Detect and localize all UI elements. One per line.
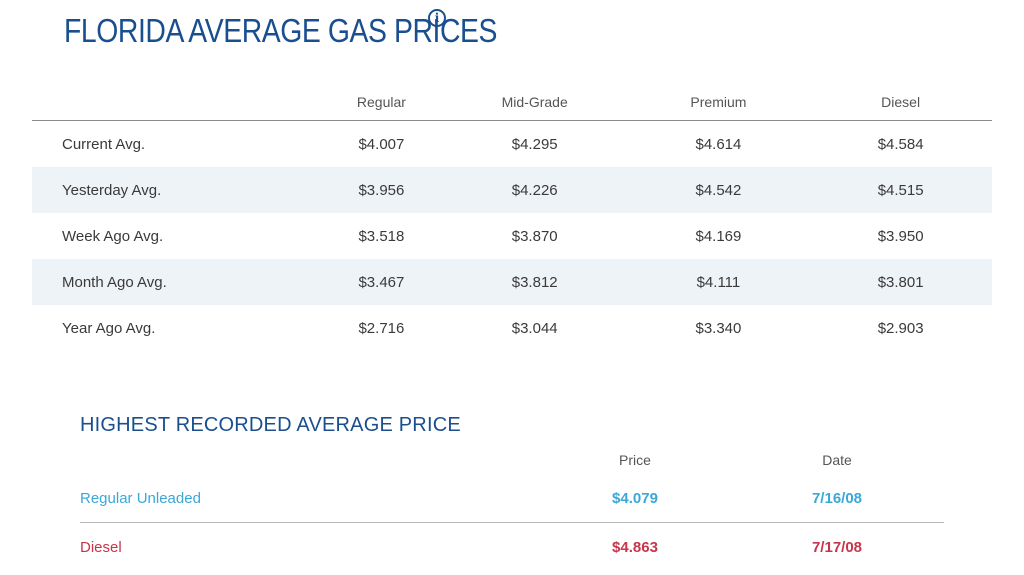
column-header-mid-grade: Mid-Grade — [441, 84, 628, 121]
record-price: $4.863 — [540, 522, 730, 571]
column-header-regular: Regular — [321, 84, 442, 121]
row-label: Current Avg. — [62, 135, 146, 153]
price-regular: $3.956 — [321, 167, 442, 213]
column-header-premium: Premium — [627, 84, 810, 121]
info-icon[interactable]: i — [428, 9, 446, 27]
highest-recorded-header-row: Price Date — [80, 446, 944, 474]
price-mid-grade: $3.812 — [441, 259, 628, 305]
price-diesel: $4.515 — [809, 167, 992, 213]
fuel-type-label: Diesel — [80, 522, 540, 571]
price-diesel: $3.801 — [809, 259, 992, 305]
price-diesel: $4.584 — [877, 135, 924, 153]
gas-prices-table: Regular Mid-Grade Premium Diesel Current… — [32, 84, 992, 351]
price-premium: $4.542 — [627, 167, 810, 213]
price-premium: $4.614 — [695, 135, 742, 153]
row-label: Year Ago Avg. — [62, 319, 156, 337]
record-date: 7/17/08 — [730, 522, 944, 571]
table-row: Month Ago Avg. $3.467 $3.812 $4.111 $3.8… — [32, 259, 992, 305]
table-row: Week Ago Avg. $3.518 $3.870 $4.169 $3.95… — [32, 213, 992, 259]
column-header-price: Price — [619, 452, 651, 468]
highest-recorded-row: Regular Unleaded $4.079 7/16/08 — [80, 474, 944, 523]
row-label: Month Ago Avg. — [32, 259, 322, 305]
highest-recorded-table: Price Date Regular Unleaded $4.079 7/16/… — [80, 446, 944, 571]
highest-recorded-title: HIGHEST RECORDED AVERAGE PRICE — [80, 414, 461, 436]
price-regular: $4.007 — [358, 135, 405, 153]
price-premium: $4.169 — [695, 227, 742, 245]
column-header-diesel: Diesel — [809, 84, 992, 121]
price-mid-grade: $4.226 — [441, 167, 628, 213]
table-row: Yesterday Avg. $3.956 $4.226 $4.542 $4.5… — [32, 167, 992, 213]
price-regular: $2.716 — [358, 319, 405, 337]
highest-recorded-row: Diesel $4.863 7/17/08 — [80, 522, 944, 571]
table-row: Year Ago Avg. $2.716 $3.044 $3.340 $2.90… — [32, 305, 992, 351]
price-premium: $3.340 — [695, 319, 742, 337]
page-title: FLORIDA AVERAGE GAS PRICES — [64, 12, 498, 49]
record-price: $4.079 — [612, 489, 658, 507]
column-header-label — [32, 84, 322, 121]
column-header-date: Date — [822, 452, 852, 468]
column-header-fuel — [80, 446, 540, 474]
price-mid-grade: $3.044 — [511, 319, 558, 337]
row-label: Yesterday Avg. — [32, 167, 322, 213]
table-row: Current Avg. $4.007 $4.295 $4.614 $4.584 — [32, 121, 992, 168]
price-diesel: $2.903 — [877, 319, 924, 337]
table-header-row: Regular Mid-Grade Premium Diesel — [32, 84, 992, 121]
price-mid-grade: $3.870 — [511, 227, 558, 245]
fuel-type-label: Regular Unleaded — [80, 489, 201, 507]
price-diesel: $3.950 — [877, 227, 924, 245]
price-mid-grade: $4.295 — [511, 135, 558, 153]
price-regular: $3.518 — [358, 227, 405, 245]
price-premium: $4.111 — [627, 259, 810, 305]
row-label: Week Ago Avg. — [62, 227, 164, 245]
record-date: 7/16/08 — [811, 489, 863, 507]
price-regular: $3.467 — [321, 259, 442, 305]
